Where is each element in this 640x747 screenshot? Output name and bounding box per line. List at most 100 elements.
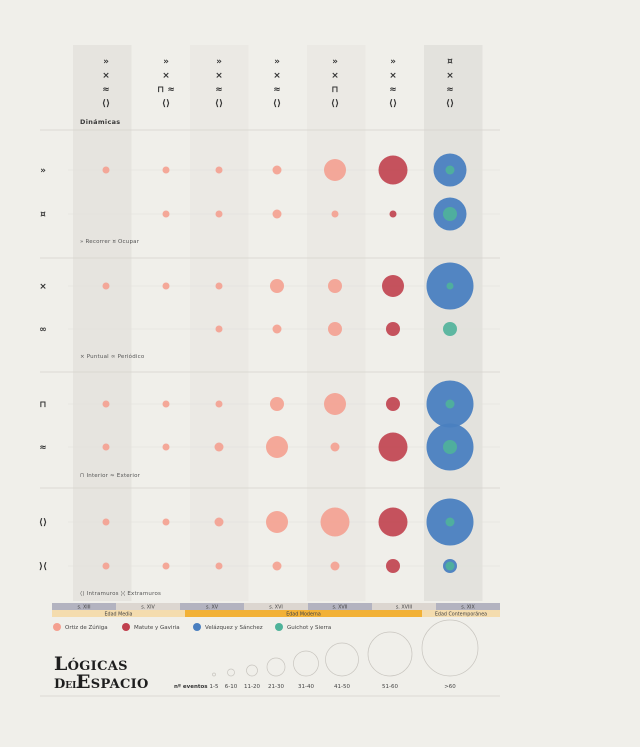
bubble-guichot-y-sierra <box>445 165 455 175</box>
century-label: s. XVIII <box>396 605 412 611</box>
bubble-guichot-y-sierra <box>446 282 454 290</box>
brand-title-espacio: Espacio <box>76 671 149 693</box>
group-caption: » Recorrer ¤ Ocupar <box>80 239 140 245</box>
column-symbol: » <box>332 57 338 67</box>
bubble-matute-y-gaviria <box>389 210 397 218</box>
row-symbol: × <box>39 282 47 292</box>
size-legend-circle <box>421 619 479 677</box>
era-cell <box>185 610 422 617</box>
column-symbol: ⊓ ≈ <box>157 85 175 95</box>
column-symbol: ⟨⟩ <box>389 99 397 109</box>
bubble-matute-y-gaviria <box>378 507 408 537</box>
dinamicas-label: Dinámicas <box>80 118 120 126</box>
century-cell <box>436 603 500 610</box>
size-legend-circle <box>367 631 413 677</box>
century-cell <box>372 603 436 610</box>
column-symbol: ≈ <box>102 85 110 95</box>
bubble-ortiz-de-z-iga <box>328 322 342 336</box>
column-symbol: ≈ <box>273 85 281 95</box>
column-symbol: » <box>274 57 280 67</box>
bubble-matute-y-gaviria <box>386 322 400 336</box>
size-legend-label: 31-40 <box>298 684 314 690</box>
column-symbol: ⟨⟩ <box>273 99 281 109</box>
column-symbol: × <box>162 71 170 81</box>
row-symbol: ⟨⟩ <box>39 518 47 528</box>
column-symbol: » <box>163 57 169 67</box>
column-symbol: × <box>273 71 281 81</box>
bubble-matute-y-gaviria <box>386 397 400 411</box>
row-symbol: ⟩⟨ <box>39 562 47 572</box>
bubble-ortiz-de-z-iga <box>330 442 340 452</box>
century-band <box>73 45 132 601</box>
bubble-ortiz-de-z-iga <box>162 443 170 451</box>
brand-title-del: Del <box>54 677 79 692</box>
column-symbol: » <box>390 57 396 67</box>
century-label: s. XVII <box>333 605 348 611</box>
row-symbol: ⊓ <box>39 400 46 410</box>
legend-swatch <box>53 623 61 631</box>
bubble-ortiz-de-z-iga <box>214 442 224 452</box>
column-symbol: × <box>215 71 223 81</box>
century-cell <box>308 603 372 610</box>
bubble-ortiz-de-z-iga <box>272 561 282 571</box>
era-cell <box>52 610 185 617</box>
bubble-ortiz-de-z-iga <box>102 518 110 526</box>
century-band <box>190 45 249 601</box>
legend-label: Velázquez y Sánchez <box>205 624 263 631</box>
size-legend-label: 11-20 <box>244 684 260 690</box>
column-symbol: ⟨⟩ <box>102 99 110 109</box>
bubble-ortiz-de-z-iga <box>324 393 346 415</box>
bubble-ortiz-de-z-iga <box>215 400 223 408</box>
size-legend-circle <box>293 650 319 677</box>
bubble-ortiz-de-z-iga <box>162 518 170 526</box>
bubble-ortiz-de-z-iga <box>102 562 110 570</box>
bubble-matute-y-gaviria <box>378 155 408 185</box>
column-symbol: ⟨⟩ <box>446 99 454 109</box>
bubble-ortiz-de-z-iga <box>162 210 170 218</box>
bubble-ortiz-de-z-iga <box>328 279 342 293</box>
size-legend-circle <box>325 642 359 677</box>
era-label: Edad Media <box>105 612 133 618</box>
bubble-guichot-y-sierra <box>443 440 457 454</box>
bubble-ortiz-de-z-iga <box>214 517 224 527</box>
size-legend-label: 41-50 <box>334 684 350 690</box>
bubble-ortiz-de-z-iga <box>162 400 170 408</box>
size-legend-circle <box>212 672 216 677</box>
row-symbol: ≈ <box>39 443 47 453</box>
century-label: s. XIV <box>141 605 155 611</box>
bubble-matute-y-gaviria <box>386 559 400 573</box>
column-symbol: × <box>446 71 454 81</box>
size-legend-label: 51-60 <box>382 684 398 690</box>
column-symbol: ¤ <box>447 57 453 67</box>
bubble-guichot-y-sierra <box>443 207 457 221</box>
century-cell <box>116 603 180 610</box>
bubble-ortiz-de-z-iga <box>270 279 284 293</box>
bubble-ortiz-de-z-iga <box>272 165 282 175</box>
century-cell <box>180 603 244 610</box>
column-symbol: ⟨⟩ <box>331 99 339 109</box>
size-legend-title: nº eventos <box>174 683 208 690</box>
bubble-ortiz-de-z-iga <box>215 562 223 570</box>
column-symbol: ⟨⟩ <box>162 99 170 109</box>
group-caption: ⊓ Interior ≈ Exterior <box>80 473 141 479</box>
bubble-ortiz-de-z-iga <box>102 443 110 451</box>
legend-swatch <box>122 623 130 631</box>
bubble-ortiz-de-z-iga <box>215 325 223 333</box>
legend-label: Matute y Gaviria <box>134 625 180 631</box>
bubble-ortiz-de-z-iga <box>330 561 340 571</box>
size-legend-circle <box>227 668 235 677</box>
size-legend-circle <box>266 657 286 677</box>
legend-swatch <box>193 623 201 631</box>
bubble-ortiz-de-z-iga <box>270 397 284 411</box>
bubble-ortiz-de-z-iga <box>215 210 223 218</box>
century-label: s. XIX <box>461 605 475 611</box>
bubble-ortiz-de-z-iga <box>102 282 110 290</box>
group-caption: × Puntual ∞ Periódico <box>80 353 145 360</box>
column-symbol: ⟨⟩ <box>215 99 223 109</box>
bubble-ortiz-de-z-iga <box>162 282 170 290</box>
size-legend-circle <box>246 664 258 677</box>
column-symbol: ≈ <box>389 85 397 95</box>
size-legend-label: 6-10 <box>225 684 238 690</box>
century-label: s. XIII <box>77 605 90 611</box>
column-symbol: ⊓ <box>331 85 338 95</box>
